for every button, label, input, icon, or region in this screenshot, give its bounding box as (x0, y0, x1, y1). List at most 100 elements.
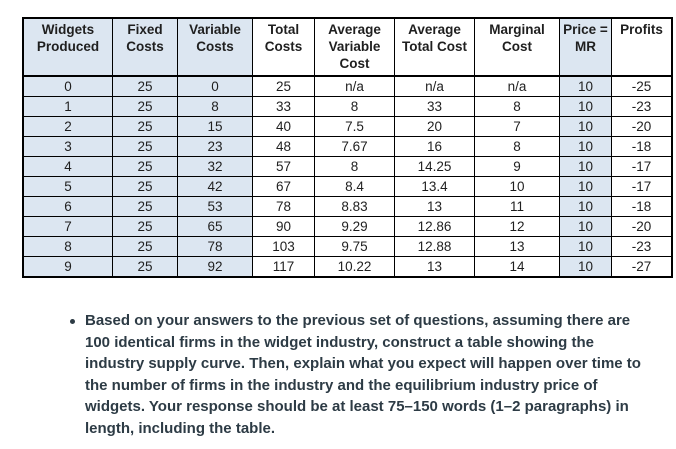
cell: -18 (611, 196, 673, 217)
table-row: 6 25 53 78 8.83 13 11 10 -18 (22, 196, 673, 217)
cell: 8 (474, 96, 560, 117)
cell: 0 (177, 75, 253, 97)
cell: 9.29 (314, 216, 395, 237)
cell: -17 (611, 156, 673, 177)
cell: 25 (112, 216, 178, 237)
table-header-row: Widgets Produced Fixed Costs Variable Cost… (22, 17, 673, 77)
instruction-text: Based on your answers to the previous se… (85, 312, 641, 437)
cell: 7 (474, 116, 560, 137)
cell: -17 (611, 176, 673, 197)
cell: 7.67 (314, 136, 395, 157)
cell: -23 (611, 236, 673, 257)
table-row: 8 25 78 103 9.75 12.88 13 10 -23 (22, 236, 673, 257)
cell: 25 (112, 256, 178, 278)
cell: 12.88 (394, 236, 475, 257)
table-row: 4 25 32 57 8 14.25 9 10 -17 (22, 156, 673, 177)
column-header: Total Costs (252, 17, 315, 77)
cell: 53 (177, 196, 253, 217)
column-header: Widgets Produced (22, 17, 113, 77)
cell: 8 (314, 156, 395, 177)
cell: 7.5 (314, 116, 395, 137)
cell: 11 (474, 196, 560, 217)
table-row: 2 25 15 40 7.5 20 7 10 -20 (22, 116, 673, 137)
cell: 6 (22, 196, 113, 217)
cell: 15 (177, 116, 253, 137)
cell: 7 (22, 216, 113, 237)
cell: 65 (177, 216, 253, 237)
cell: 117 (252, 256, 315, 278)
cell: 14 (474, 256, 560, 278)
cell: 103 (252, 236, 315, 257)
cell: 25 (112, 156, 178, 177)
cell: 10.22 (314, 256, 395, 278)
cell: 42 (177, 176, 253, 197)
cell: 10 (474, 176, 560, 197)
cell: 8 (177, 96, 253, 117)
column-header: Marginal Cost (474, 17, 560, 77)
cell: 13 (394, 256, 475, 278)
column-header: Variable Costs (177, 17, 253, 77)
cell: 57 (252, 156, 315, 177)
cell: 78 (177, 236, 253, 257)
table-row: 9 25 92 117 10.22 13 14 10 -27 (22, 256, 673, 278)
table-header: Widgets Produced Fixed Costs Variable Cost… (22, 17, 673, 77)
cell: 16 (394, 136, 475, 157)
cell: 10 (559, 216, 612, 237)
cell: -23 (611, 96, 673, 117)
cell: 9 (474, 156, 560, 177)
cell: 4 (22, 156, 113, 177)
cell: 9.75 (314, 236, 395, 257)
table-row: 1 25 8 33 8 33 8 10 -23 (22, 96, 673, 117)
cell: 78 (252, 196, 315, 217)
cell: 13.4 (394, 176, 475, 197)
table-row: 5 25 42 67 8.4 13.4 10 10 -17 (22, 176, 673, 197)
column-header: Average Variable Cost (314, 17, 395, 77)
cell: 9 (22, 256, 113, 278)
table-body: 0 25 0 25 n/a n/a n/a 10 -25 1 25 8 33 8 33 8 10 -23 2 25 15… (22, 75, 673, 278)
cell: n/a (314, 75, 395, 97)
cell: 90 (252, 216, 315, 237)
cell: 20 (394, 116, 475, 137)
cell: n/a (394, 75, 475, 97)
column-header: Average Total Cost (394, 17, 475, 77)
column-header: Price = MR (559, 17, 612, 77)
cell: 10 (559, 156, 612, 177)
cell: 10 (559, 116, 612, 137)
cell: 33 (252, 96, 315, 117)
table-row: 7 25 65 90 9.29 12.86 12 10 -20 (22, 216, 673, 237)
cell: 25 (112, 236, 178, 257)
cell: 10 (559, 75, 612, 97)
cell: 8 (474, 136, 560, 157)
cell: 23 (177, 136, 253, 157)
cell: 10 (559, 196, 612, 217)
cell: 14.25 (394, 156, 475, 177)
cell: 12 (474, 216, 560, 237)
cell: 48 (252, 136, 315, 157)
instruction-bullet-item: Based on your answers to the previous se… (70, 310, 645, 439)
widget-cost-table: Widgets Produced Fixed Costs Variable Cost… (22, 17, 673, 278)
cell: 1 (22, 96, 113, 117)
cell: 8 (314, 96, 395, 117)
cell: -25 (611, 75, 673, 97)
cell: 12.86 (394, 216, 475, 237)
cell: 32 (177, 156, 253, 177)
cell: 10 (559, 256, 612, 278)
cell: 8.83 (314, 196, 395, 217)
cell: 67 (252, 176, 315, 197)
cell: n/a (474, 75, 560, 97)
cell: 0 (22, 75, 113, 97)
cell: 25 (112, 75, 178, 97)
cell: 25 (112, 96, 178, 117)
cell: 25 (112, 136, 178, 157)
cell: 5 (22, 176, 113, 197)
cell: 25 (252, 75, 315, 97)
bullet-icon (70, 319, 75, 324)
cell: 13 (394, 196, 475, 217)
table-row: 0 25 0 25 n/a n/a n/a 10 -25 (22, 75, 673, 97)
cell: 25 (112, 116, 178, 137)
cell: -20 (611, 116, 673, 137)
cell: 2 (22, 116, 113, 137)
cell: 92 (177, 256, 253, 278)
cell: 8.4 (314, 176, 395, 197)
